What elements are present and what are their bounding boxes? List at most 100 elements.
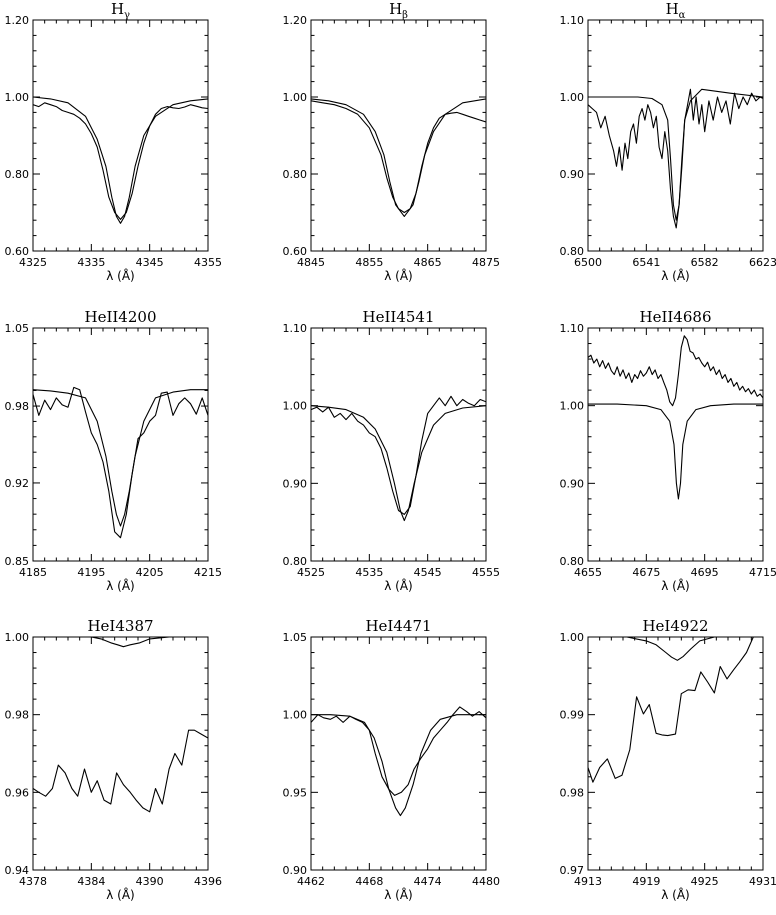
y-tick-label: 0.90 <box>560 168 585 181</box>
observed-spectrum-line <box>311 395 486 515</box>
x-tick-label: 4715 <box>749 566 776 579</box>
model-profile-line <box>588 403 763 500</box>
x-tick-label: 4335 <box>77 256 105 269</box>
y-tick-label: 1.05 <box>5 322 30 335</box>
x-tick-label: 4535 <box>355 566 383 579</box>
x-tick-label: 4865 <box>414 256 442 269</box>
y-tick-label: 0.96 <box>5 786 30 799</box>
panel-3: Hα 6500 6541 6582 6623 0.80 0.90 1.00 1.10 λ (Å) <box>560 0 776 283</box>
observed-spectrum-line <box>311 100 486 214</box>
x-tick-label: 4195 <box>77 566 105 579</box>
model-profile-line <box>33 389 208 527</box>
x-tick-label: 4378 <box>19 875 47 888</box>
x-tick-label: 4675 <box>632 566 660 579</box>
y-tick-label: 1.20 <box>5 14 30 27</box>
x-tick-label: 4325 <box>19 256 47 269</box>
x-axis-label: λ (Å) <box>661 578 690 593</box>
observed-spectrum-line <box>33 102 208 220</box>
panel-title: HeI4387 <box>87 617 153 635</box>
y-tick-label: 1.10 <box>560 14 585 27</box>
model-profile-line <box>33 96 208 224</box>
panel-title-subscript: β <box>402 10 408 21</box>
y-tick-label: 0.99 <box>560 709 585 722</box>
x-tick-label: 4390 <box>136 875 164 888</box>
x-tick-label: 4919 <box>632 875 660 888</box>
plot-frame <box>310 19 487 252</box>
y-tick-label: 0.85 <box>5 555 30 568</box>
x-tick-label: 4931 <box>749 875 776 888</box>
y-tick-label: 0.90 <box>283 477 308 490</box>
y-tick-label: 0.80 <box>5 168 30 181</box>
panel-1: Hγ 4325 4335 4345 4355 0.60 0.80 1.00 1.20 λ (Å) <box>5 0 223 283</box>
observed-spectrum-line <box>33 386 208 539</box>
y-tick-label: 0.98 <box>560 786 585 799</box>
x-tick-label: 4384 <box>77 875 105 888</box>
x-tick-label: 4845 <box>297 256 325 269</box>
panel-title: HeI4471 <box>365 617 431 635</box>
y-tick-label: 1.00 <box>283 400 308 413</box>
y-tick-label: 1.00 <box>560 91 585 104</box>
y-tick-label: 0.97 <box>560 864 585 877</box>
x-tick-label: 4205 <box>136 566 164 579</box>
plot-frame <box>587 327 764 562</box>
observed-spectrum-line <box>588 335 763 407</box>
model-profile-line <box>588 88 763 221</box>
x-tick-label: 4396 <box>194 875 222 888</box>
observed-spectrum-line <box>311 706 486 796</box>
y-tick-label: 1.05 <box>283 631 308 644</box>
x-axis-label: λ (Å) <box>384 887 413 902</box>
x-tick-label: 4480 <box>472 875 500 888</box>
x-axis-label: λ (Å) <box>661 268 690 283</box>
panel-title-subscript: α <box>679 10 686 21</box>
x-tick-label: 4474 <box>414 875 442 888</box>
panel-title: Hβ <box>389 0 408 21</box>
plot-frame <box>32 327 209 562</box>
panel-4: HeII4200 4185 4195 4205 4215 0.85 0.92 0.98 1.05… <box>5 308 223 593</box>
x-tick-label: 4345 <box>136 256 164 269</box>
x-tick-label: 6541 <box>632 256 660 269</box>
panel-8: HeI4471 4462 4468 4474 4480 0.90 0.95 1.00 1.05 λ… <box>283 617 501 902</box>
x-axis-label: λ (Å) <box>106 887 135 902</box>
plot-frame <box>310 327 487 562</box>
y-tick-label: 0.80 <box>560 555 585 568</box>
y-tick-label: 1.00 <box>5 91 30 104</box>
model-profile-line <box>588 637 763 661</box>
plot-frame <box>587 19 764 252</box>
model-profile-line <box>311 98 486 217</box>
plot-frame <box>32 636 209 871</box>
y-tick-label: 1.10 <box>283 322 308 335</box>
y-tick-label: 0.90 <box>560 477 585 490</box>
y-tick-label: 0.98 <box>5 400 30 413</box>
panel-2: Hβ 4845 4855 4865 4875 0.60 0.80 1.00 1.20 λ (Å) <box>283 0 501 283</box>
x-tick-label: 4875 <box>472 256 500 269</box>
y-tick-label: 0.80 <box>560 245 585 258</box>
y-tick-label: 0.60 <box>283 245 308 258</box>
x-tick-label: 4913 <box>574 875 602 888</box>
panel-title: HeII4541 <box>363 308 435 326</box>
x-tick-label: 4355 <box>194 256 222 269</box>
y-tick-label: 0.90 <box>283 864 308 877</box>
x-tick-label: 4555 <box>472 566 500 579</box>
observed-spectrum-line <box>588 637 763 783</box>
y-tick-label: 1.00 <box>560 400 585 413</box>
x-tick-label: 4545 <box>414 566 442 579</box>
x-tick-label: 4925 <box>691 875 719 888</box>
x-tick-label: 4655 <box>574 566 602 579</box>
panel-6: HeII4686 4655 4675 4695 4715 0.80 0.90 1.00 1.10… <box>560 308 776 593</box>
observed-spectrum-line <box>588 88 763 229</box>
plot-frame <box>32 19 209 252</box>
x-tick-label: 4468 <box>355 875 383 888</box>
y-tick-label: 0.60 <box>5 245 30 258</box>
x-tick-label: 4525 <box>297 566 325 579</box>
x-tick-label: 6623 <box>749 256 776 269</box>
y-tick-label: 1.10 <box>560 322 585 335</box>
x-tick-label: 4462 <box>297 875 325 888</box>
x-tick-label: 6582 <box>691 256 719 269</box>
x-axis-label: λ (Å) <box>106 268 135 283</box>
panel-5: HeII4541 4525 4535 4545 4555 0.80 0.90 1.00 1.10… <box>283 308 501 593</box>
x-tick-label: 4185 <box>19 566 47 579</box>
x-axis-label: λ (Å) <box>661 887 690 902</box>
y-tick-label: 0.80 <box>283 555 308 568</box>
y-tick-label: 0.95 <box>283 786 308 799</box>
